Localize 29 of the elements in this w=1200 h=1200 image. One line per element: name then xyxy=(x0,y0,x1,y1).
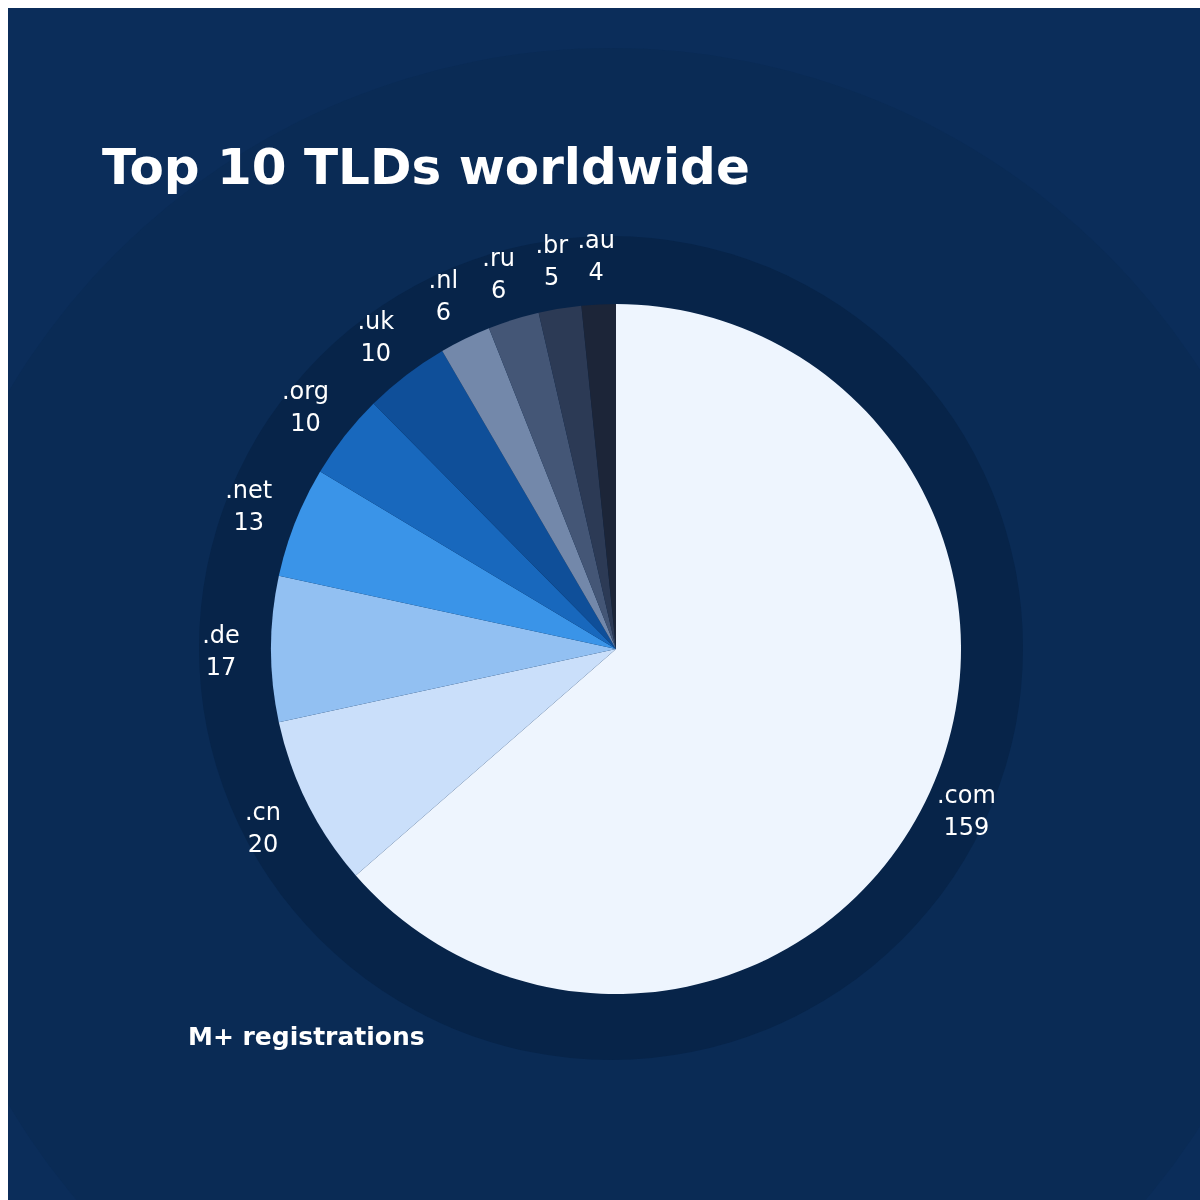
data-label: 20 xyxy=(247,830,279,859)
slice-label: .au xyxy=(577,226,615,255)
pie-slice xyxy=(538,305,616,649)
text: M+ registrations xyxy=(188,1022,425,1051)
pie-slice xyxy=(442,328,616,649)
slice-label: .com xyxy=(936,780,996,809)
data-label: 13 xyxy=(233,507,265,536)
slice-label: .net xyxy=(225,475,273,504)
slice-label: .ru xyxy=(482,243,516,272)
pie-slice xyxy=(271,575,616,723)
data-label: 6 xyxy=(491,275,507,304)
data-label: 159 xyxy=(943,812,990,841)
slice-label: .cn xyxy=(244,798,281,827)
chart-title: Top 10 TLDs worldwide xyxy=(102,138,750,196)
slice-label: .nl xyxy=(428,265,459,294)
slice-label: .uk xyxy=(357,307,395,336)
pie-slice xyxy=(278,471,616,649)
data-label: 17 xyxy=(205,653,237,681)
slice-label: .de xyxy=(202,621,240,649)
data-label: 6 xyxy=(435,297,451,326)
data-label: 5 xyxy=(544,263,560,292)
pie-slice xyxy=(278,649,616,876)
slice-label: .br xyxy=(535,231,569,260)
slice-label: .org xyxy=(281,376,329,405)
data-label: 4 xyxy=(588,258,604,287)
data-label: 10 xyxy=(360,339,392,368)
data-label: 10 xyxy=(290,408,321,437)
pie-slice xyxy=(489,312,616,649)
pie-slice xyxy=(320,403,616,649)
